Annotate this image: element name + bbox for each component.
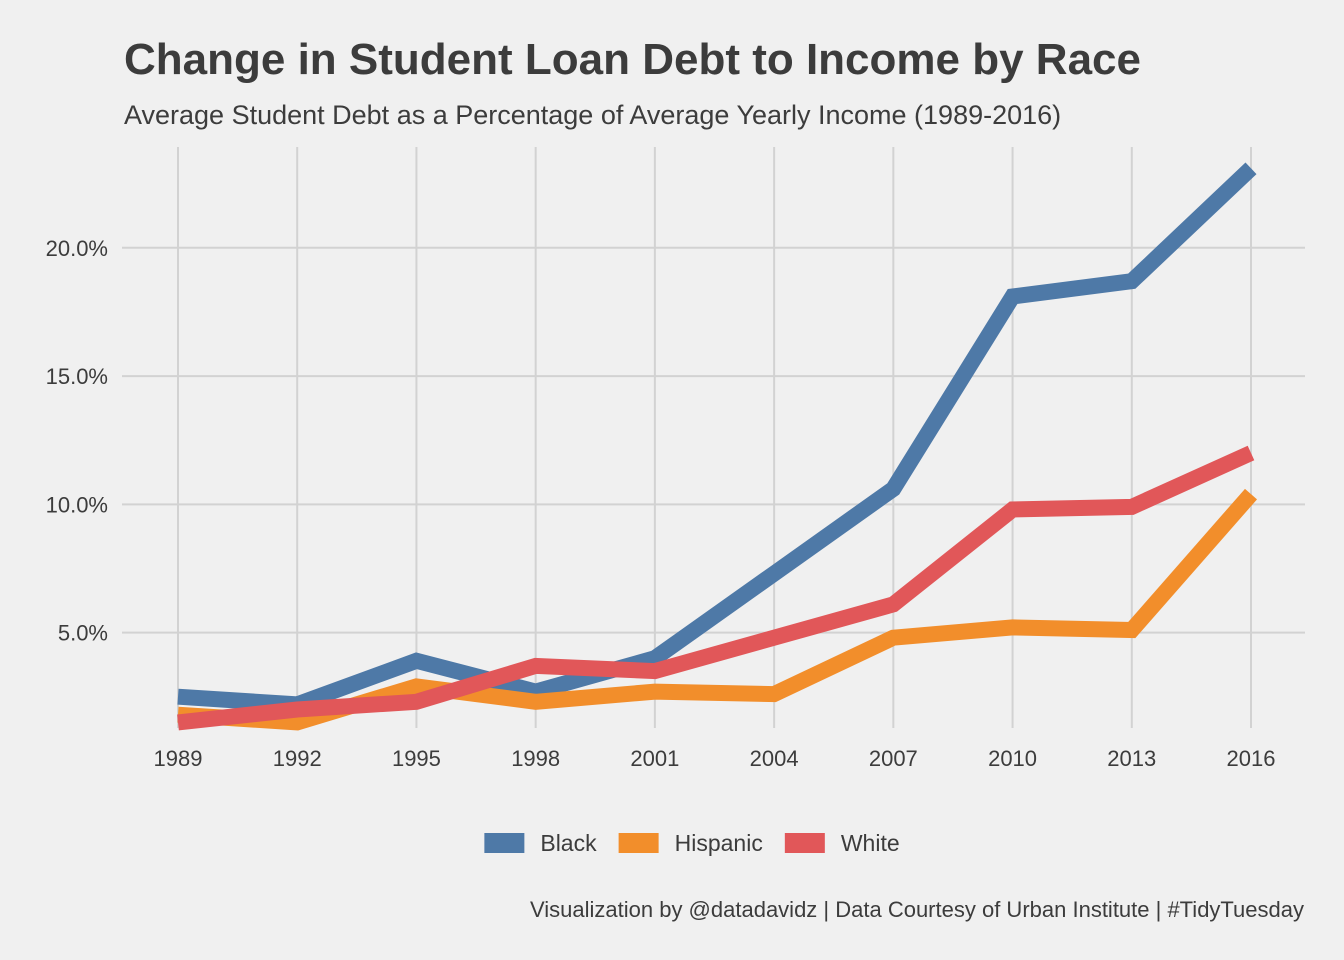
- y-tick-label-3: 20.0%: [46, 236, 108, 261]
- x-tick-label-2001: 2001: [630, 746, 679, 771]
- chart-subtitle: Average Student Debt as a Percentage of …: [124, 100, 1061, 130]
- series-lines: [177, 162, 1258, 731]
- x-tick-label-1989: 1989: [154, 746, 203, 771]
- series-line-white: [177, 445, 1255, 731]
- y-tick-label-2: 15.0%: [46, 364, 108, 389]
- x-tick-label-2007: 2007: [869, 746, 918, 771]
- y-axis-tick-labels: 5.0% 10.0% 15.0% 20.0%: [46, 236, 108, 646]
- x-axis-tick-labels: 1989 1992 1995 1998 2001 2004 2007 2010 2013 2016: [154, 746, 1276, 771]
- y-tick-label-0: 5.0%: [58, 621, 108, 646]
- x-tick-label-1998: 1998: [511, 746, 560, 771]
- legend-key-black: [484, 833, 525, 853]
- legend-label-white: White: [841, 830, 900, 856]
- legend-key-white: [784, 833, 825, 853]
- gridlines: [122, 147, 1305, 728]
- legend: Black Hispanic White: [484, 830, 900, 856]
- chart-caption: Visualization by @datadavidz | Data Cour…: [530, 897, 1304, 922]
- legend-label-hispanic: Hispanic: [675, 830, 763, 856]
- x-tick-label-2013: 2013: [1107, 746, 1156, 771]
- y-tick-label-1: 10.0%: [46, 492, 108, 517]
- x-tick-label-2004: 2004: [750, 746, 799, 771]
- chart-title: Change in Student Loan Debt to Income by…: [124, 35, 1141, 84]
- x-tick-label-1992: 1992: [273, 746, 322, 771]
- x-tick-label-2016: 2016: [1227, 746, 1276, 771]
- series-line-black: [177, 162, 1257, 713]
- legend-label-black: Black: [540, 830, 597, 856]
- legend-key-hispanic: [618, 833, 659, 853]
- x-tick-label-1995: 1995: [392, 746, 441, 771]
- x-tick-label-2010: 2010: [988, 746, 1037, 771]
